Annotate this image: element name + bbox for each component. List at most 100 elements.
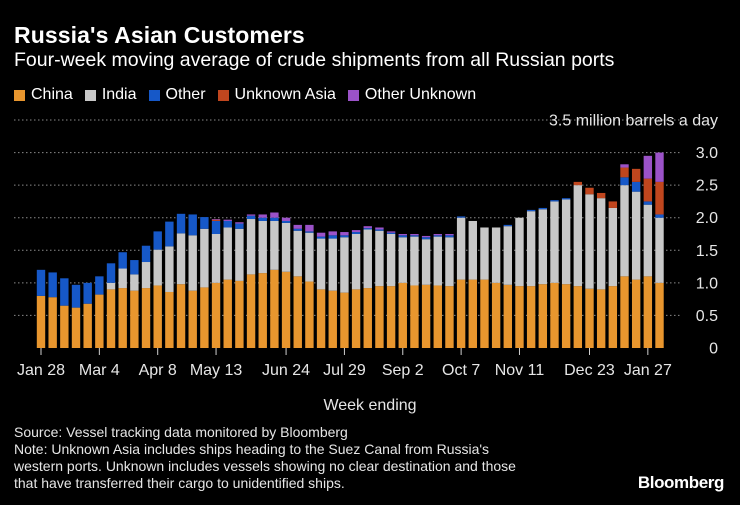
bar-segment-other <box>398 235 407 238</box>
bar-segment-china <box>363 288 372 348</box>
y-tick-label: 1.5 <box>696 243 718 260</box>
bar-segment-other <box>293 228 302 231</box>
bar-segment-other <box>421 237 431 240</box>
bar-segment-india <box>270 220 279 270</box>
x-tick-label: Dec 23 <box>564 362 615 379</box>
bar-segment-other <box>48 272 57 298</box>
bar-segment-india <box>596 198 606 290</box>
bar-segment-other-unknown <box>340 232 349 236</box>
bar-segment-china <box>386 286 396 348</box>
bar-segment-other <box>328 235 337 239</box>
bar-segment-other <box>106 263 116 283</box>
x-tick-label: May 13 <box>190 362 243 379</box>
bar-segment-india <box>608 207 618 287</box>
bar-segment-india <box>200 228 209 288</box>
legend-item-other-unknown: Other Unknown <box>347 86 476 104</box>
bar-segment-china <box>526 286 536 348</box>
bar-segment-other <box>643 201 653 205</box>
bar-segment-other <box>410 235 419 237</box>
bar-segment-other-unknown <box>643 155 653 179</box>
bar-segment-china <box>293 276 302 348</box>
bar-segment-india <box>351 234 361 290</box>
x-tick-label: Mar 4 <box>79 362 120 379</box>
bar-segment-india <box>480 227 489 280</box>
bar-segment-other-unknown <box>655 152 664 182</box>
bar-segment-india <box>550 201 559 283</box>
bar-segment-china <box>153 285 162 348</box>
bar-segment-china <box>480 279 489 348</box>
bar-segment-other <box>141 245 151 263</box>
legend-swatch-india <box>84 89 96 101</box>
x-tick-label: Oct 7 <box>442 362 480 379</box>
bar-segment-other <box>550 200 559 202</box>
bar-segment-india <box>433 236 442 286</box>
bar-segment-other <box>270 217 279 221</box>
bar-segment-other <box>235 223 244 229</box>
legend: China India Other Unknown Asia Other Unk… <box>14 86 488 104</box>
bar-segment-india <box>281 222 291 272</box>
bar-segment-other <box>246 215 256 220</box>
bar-segment-india <box>398 237 407 283</box>
legend-item-india: India <box>84 86 137 104</box>
bar-segment-china <box>60 305 69 348</box>
bar-segment-other <box>258 217 267 221</box>
bar-segment-other-unknown <box>421 235 431 238</box>
bar-segment-india <box>445 237 454 287</box>
y-tick-label: 0 <box>709 341 718 358</box>
bar-segment-china <box>561 284 571 348</box>
bar-segment-other-unknown <box>375 227 384 230</box>
bar-segment-india <box>386 234 396 287</box>
bar-segment-china <box>340 292 349 348</box>
bar-segment-india <box>526 211 536 287</box>
bar-segment-other-unknown <box>246 214 256 216</box>
bar-segment-other-unknown <box>328 231 337 236</box>
bar-segment-china <box>130 290 139 348</box>
bar-segment-india <box>165 246 174 292</box>
bar-segment-china <box>200 287 209 348</box>
bar-segment-other <box>118 252 127 269</box>
bar-segment-china <box>48 297 57 348</box>
bar-segment-unknown-asia <box>573 181 583 186</box>
bar-segment-china <box>71 307 81 348</box>
bar-segment-other <box>655 214 664 218</box>
bar-segment-china <box>141 288 151 348</box>
bar-segment-other <box>95 276 104 295</box>
bar-segment-china <box>235 280 244 348</box>
bar-segment-other <box>386 232 396 234</box>
bar-segment-china <box>270 269 279 348</box>
bar-segment-india <box>305 232 314 282</box>
bar-segment-china <box>655 282 664 348</box>
y-axis-labels: 0 0.5 1.0 1.5 2.0 2.5 3.0 3.5 million barrels a… <box>549 113 718 358</box>
bar-segment-india <box>620 185 629 277</box>
bar-segment-india <box>631 191 641 280</box>
y-tick-label: 2.0 <box>696 210 718 227</box>
bar-segment-china <box>573 286 583 348</box>
bar-segment-china <box>491 282 501 348</box>
bar-segment-china <box>95 294 104 348</box>
bar-segment-china <box>643 276 653 348</box>
bar-segment-india <box>503 226 512 285</box>
bar-segment-other <box>316 236 326 239</box>
bar-segment-other-unknown <box>211 219 221 220</box>
bar-segment-other <box>456 216 466 218</box>
legend-label-india: India <box>101 86 137 103</box>
bar-segment-india <box>410 236 419 286</box>
legend-label-unknown-asia: Unknown Asia <box>234 86 336 103</box>
bar-segment-india <box>211 234 221 283</box>
bar-segment-other-unknown <box>316 232 326 237</box>
bar-segment-india <box>176 233 186 285</box>
x-tick-label: Jan 28 <box>17 362 65 379</box>
legend-swatch-china <box>14 89 25 101</box>
bar-segment-other <box>538 207 548 210</box>
bar-segment-india <box>223 227 232 280</box>
bars <box>36 152 664 348</box>
bar-segment-other-unknown <box>293 224 302 229</box>
bar-segment-other <box>223 220 232 228</box>
bar-segment-other <box>153 231 162 250</box>
bar-segment-other <box>60 278 69 306</box>
bar-segment-other <box>363 228 372 230</box>
bar-segment-other <box>445 235 454 238</box>
y-tick-label: 1.0 <box>696 275 718 292</box>
bar-segment-india <box>456 217 466 280</box>
